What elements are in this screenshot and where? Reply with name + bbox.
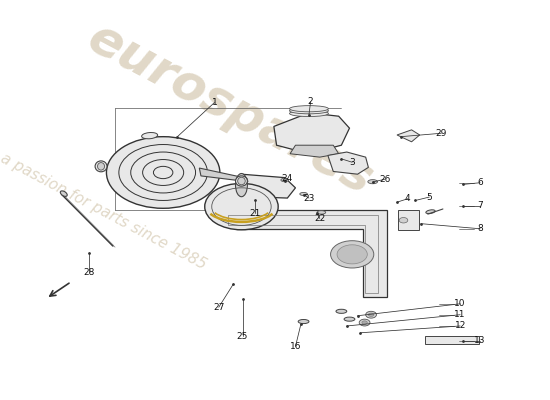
Text: 13: 13 xyxy=(475,336,486,345)
Circle shape xyxy=(331,241,374,268)
Polygon shape xyxy=(328,152,369,174)
Text: 1: 1 xyxy=(212,98,217,107)
Ellipse shape xyxy=(344,317,355,321)
Text: 12: 12 xyxy=(454,322,466,330)
Polygon shape xyxy=(233,174,295,198)
Text: 22: 22 xyxy=(314,214,326,223)
Ellipse shape xyxy=(60,191,67,196)
Ellipse shape xyxy=(317,211,326,214)
Text: 5: 5 xyxy=(427,192,432,202)
Ellipse shape xyxy=(368,180,377,184)
Polygon shape xyxy=(290,145,339,157)
Ellipse shape xyxy=(336,309,346,313)
Text: 25: 25 xyxy=(237,332,248,341)
Circle shape xyxy=(362,321,367,324)
Circle shape xyxy=(359,319,370,326)
Ellipse shape xyxy=(289,108,328,114)
Polygon shape xyxy=(217,210,387,297)
Ellipse shape xyxy=(238,177,245,185)
Ellipse shape xyxy=(300,192,307,196)
Text: 29: 29 xyxy=(436,129,447,138)
Text: 24: 24 xyxy=(282,174,293,183)
Text: 11: 11 xyxy=(454,310,466,319)
Bar xyxy=(425,336,479,344)
Ellipse shape xyxy=(95,161,107,172)
Text: 23: 23 xyxy=(303,194,315,202)
Text: 21: 21 xyxy=(249,209,261,218)
Polygon shape xyxy=(274,113,349,154)
Circle shape xyxy=(366,311,377,318)
Text: 16: 16 xyxy=(290,342,301,351)
Text: 27: 27 xyxy=(213,303,224,312)
Text: 4: 4 xyxy=(405,194,411,203)
Ellipse shape xyxy=(235,176,248,186)
Ellipse shape xyxy=(97,162,104,170)
Text: a passion for parts since 1985: a passion for parts since 1985 xyxy=(0,151,210,273)
Polygon shape xyxy=(199,168,248,182)
Ellipse shape xyxy=(289,106,328,112)
Ellipse shape xyxy=(426,210,435,214)
Text: 7: 7 xyxy=(477,201,483,210)
Circle shape xyxy=(205,184,278,230)
Text: eurospares: eurospares xyxy=(79,14,381,205)
Ellipse shape xyxy=(281,178,288,182)
Bar xyxy=(398,210,419,230)
Text: 3: 3 xyxy=(349,158,355,167)
Text: 6: 6 xyxy=(477,178,483,187)
Circle shape xyxy=(107,137,220,208)
Polygon shape xyxy=(397,130,420,142)
Text: 2: 2 xyxy=(308,97,314,106)
Ellipse shape xyxy=(289,110,328,116)
Text: 10: 10 xyxy=(454,299,466,308)
Ellipse shape xyxy=(298,320,309,324)
Circle shape xyxy=(337,245,367,264)
Ellipse shape xyxy=(235,174,248,197)
Text: 26: 26 xyxy=(379,175,390,184)
Circle shape xyxy=(399,218,408,223)
Text: 8: 8 xyxy=(477,224,483,233)
Ellipse shape xyxy=(141,132,158,139)
Text: 28: 28 xyxy=(84,268,95,277)
Circle shape xyxy=(368,313,374,316)
